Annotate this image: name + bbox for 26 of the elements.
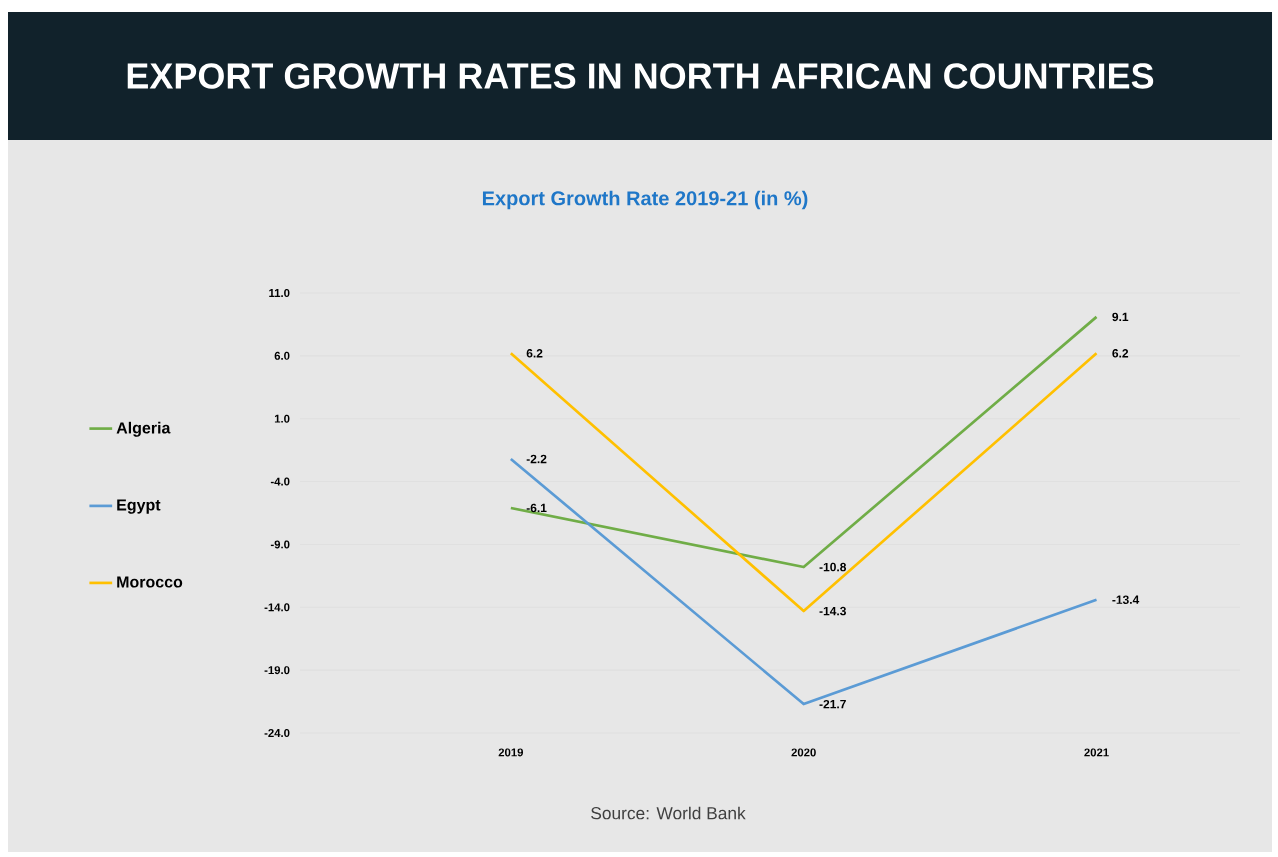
legend-label: Algeria bbox=[116, 421, 171, 437]
chart-title: EXPORT GROWTH RATES IN NORTH AFRICAN COUNTRIES bbox=[127, 63, 1154, 89]
y-tick-label: -19.0 bbox=[264, 666, 290, 675]
y-tick-label: -14.0 bbox=[264, 603, 290, 612]
x-tick-label: 2021 bbox=[1084, 748, 1109, 757]
y-tick-label: 11.0 bbox=[269, 288, 290, 297]
y-tick-label: -24.0 bbox=[264, 729, 290, 738]
data-label: -14.3 bbox=[819, 606, 846, 616]
legend-label: Egypt bbox=[117, 499, 161, 514]
source-note: Source: World Bank bbox=[591, 806, 746, 820]
x-tick-label: 2020 bbox=[791, 748, 816, 757]
legend-label: Morocco bbox=[117, 576, 183, 588]
data-label: -21.7 bbox=[819, 699, 846, 709]
data-label: 6.2 bbox=[1112, 349, 1129, 358]
chart-subtitle: Export Growth Rate 2019-21 (in %) bbox=[482, 190, 808, 210]
data-label: 9.1 bbox=[1112, 312, 1129, 322]
y-tick-label: -9.0 bbox=[270, 540, 290, 549]
y-tick-label: -4.0 bbox=[270, 477, 290, 486]
y-tick-label: 6.0 bbox=[274, 351, 290, 360]
data-label: 6.2 bbox=[526, 349, 543, 358]
x-tick-label: 2019 bbox=[498, 748, 524, 757]
data-label: -6.1 bbox=[526, 503, 547, 513]
y-tick-label: 1.0 bbox=[274, 414, 290, 423]
data-label: -10.8 bbox=[819, 562, 847, 572]
data-label: -2.2 bbox=[526, 454, 547, 464]
data-label: -13.4 bbox=[1112, 595, 1140, 604]
